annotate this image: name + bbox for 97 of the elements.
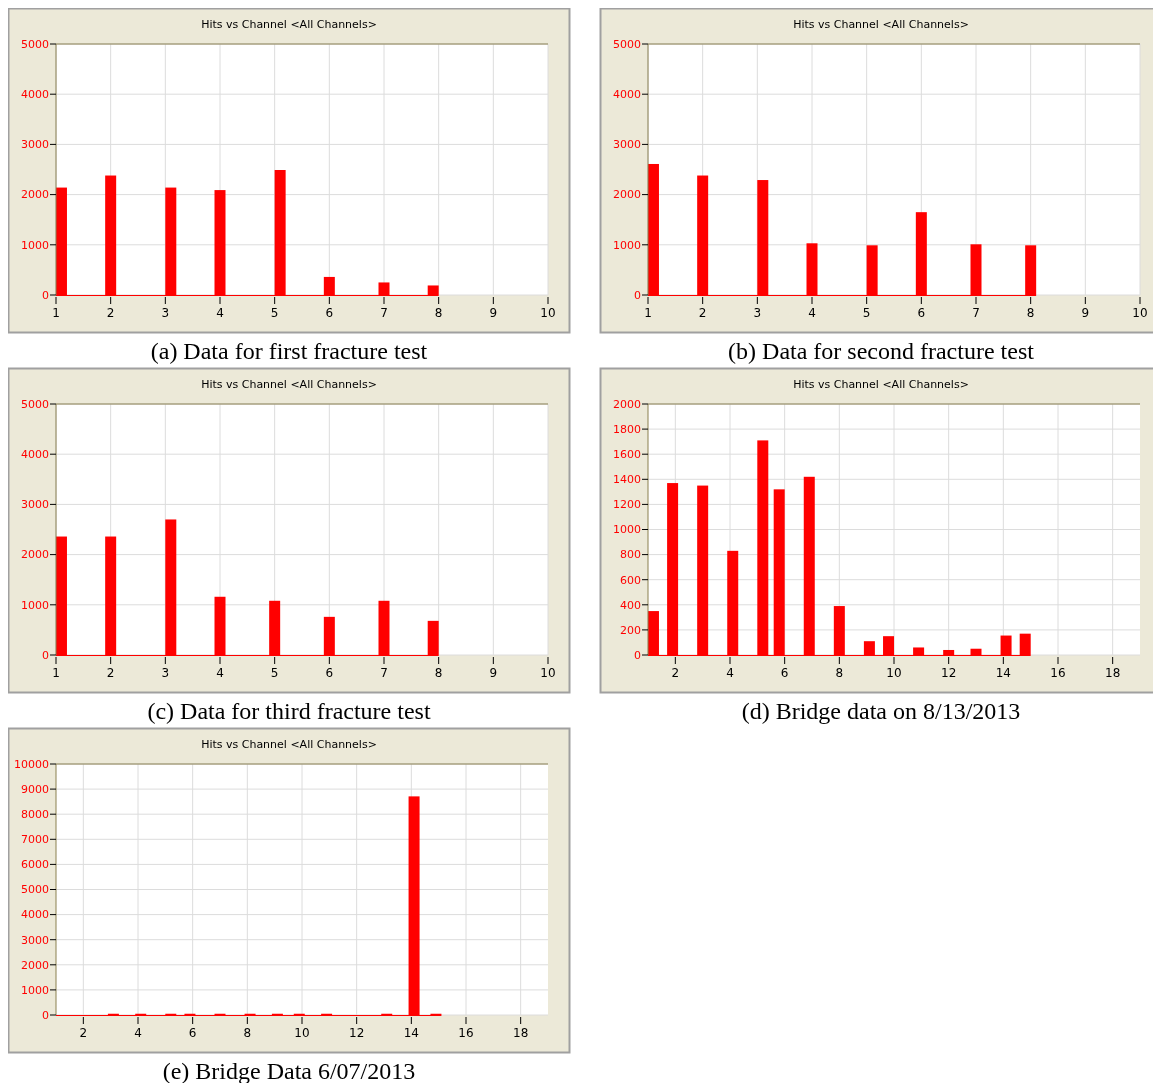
y-tick-label: 0 bbox=[634, 648, 641, 662]
y-tick-label: 1000 bbox=[21, 598, 49, 612]
y-tick-label: 5000 bbox=[613, 37, 641, 51]
chart-title: Hits vs Channel <All Channels> bbox=[793, 18, 969, 31]
x-tick-label: 12 bbox=[941, 666, 957, 680]
x-tick-label: 3 bbox=[161, 306, 170, 320]
x-tick-label: 2 bbox=[79, 1026, 88, 1040]
x-tick-label: 6 bbox=[325, 306, 334, 320]
y-tick-label: 1400 bbox=[613, 473, 641, 487]
x-tick-label: 8 bbox=[1026, 306, 1035, 320]
text: (c) Data for third fracture test bbox=[147, 698, 431, 724]
x-tick-label: 7 bbox=[972, 306, 980, 320]
y-tick-label: 3000 bbox=[21, 498, 49, 512]
y-tick-label: 600 bbox=[620, 573, 641, 587]
x-tick-label: 8 bbox=[243, 1026, 252, 1040]
x-tick-label: 8 bbox=[434, 306, 443, 320]
x-tick-label: 5 bbox=[270, 306, 279, 320]
x-tick-label: 6 bbox=[188, 1026, 197, 1040]
x-tick-label: 6 bbox=[780, 666, 789, 680]
x-tick-label: 4 bbox=[134, 1026, 142, 1040]
x-tick-label: 4 bbox=[216, 306, 224, 320]
y-tick-label: 2000 bbox=[613, 188, 641, 202]
y-tick-label: 1000 bbox=[613, 523, 641, 537]
chart-title: Hits vs Channel <All Channels> bbox=[201, 18, 377, 31]
text: (b) Data for second fracture test bbox=[728, 338, 1035, 364]
x-tick-label: 2 bbox=[698, 306, 707, 320]
x-tick-label: 8 bbox=[835, 666, 844, 680]
y-tick-label: 1000 bbox=[21, 983, 49, 997]
y-tick-label: 400 bbox=[620, 598, 641, 612]
y-tick-label: 1800 bbox=[613, 422, 641, 436]
text: (a) Data for first fracture test bbox=[150, 338, 428, 364]
x-tick-label: 18 bbox=[513, 1026, 529, 1040]
x-tick-label: 9 bbox=[489, 666, 498, 680]
x-tick-label: 6 bbox=[325, 666, 334, 680]
x-tick-label: 7 bbox=[380, 666, 388, 680]
x-tick-label: 2 bbox=[671, 666, 680, 680]
x-tick-label: 10 bbox=[294, 1026, 310, 1040]
y-tick-label: 0 bbox=[42, 288, 49, 302]
y-tick-label: 4000 bbox=[613, 88, 641, 102]
x-tick-label: 10 bbox=[540, 666, 556, 680]
x-tick-label: 16 bbox=[1050, 666, 1066, 680]
y-tick-label: 2000 bbox=[21, 548, 49, 562]
y-tick-label: 8000 bbox=[21, 808, 49, 822]
x-tick-label: 10 bbox=[540, 306, 556, 320]
y-tick-label: 5000 bbox=[21, 37, 49, 51]
x-tick-label: 10 bbox=[1132, 306, 1148, 320]
x-tick-label: 14 bbox=[403, 1026, 419, 1040]
x-tick-label: 7 bbox=[380, 306, 388, 320]
x-tick-label: 18 bbox=[1105, 666, 1121, 680]
y-tick-label: 7000 bbox=[21, 833, 49, 847]
y-tick-label: 5000 bbox=[21, 883, 49, 897]
y-tick-label: 4000 bbox=[21, 908, 49, 922]
y-tick-label: 5000 bbox=[21, 397, 49, 411]
y-tick-label: 1000 bbox=[613, 238, 641, 252]
chart-title: Hits vs Channel <All Channels> bbox=[201, 738, 377, 751]
x-tick-label: 4 bbox=[216, 666, 224, 680]
x-tick-label: 1 bbox=[52, 306, 60, 320]
x-tick-label: 3 bbox=[753, 306, 762, 320]
y-tick-label: 10000 bbox=[14, 757, 49, 771]
x-tick-label: 14 bbox=[995, 666, 1011, 680]
y-tick-label: 4000 bbox=[21, 448, 49, 462]
x-tick-label: 12 bbox=[349, 1026, 365, 1040]
x-tick-label: 9 bbox=[1081, 306, 1090, 320]
y-tick-label: 3000 bbox=[21, 138, 49, 152]
y-tick-label: 2000 bbox=[613, 397, 641, 411]
y-tick-label: 3000 bbox=[613, 138, 641, 152]
x-tick-label: 5 bbox=[862, 306, 871, 320]
y-tick-label: 2000 bbox=[21, 188, 49, 202]
y-tick-label: 1200 bbox=[613, 498, 641, 512]
y-tick-label: 0 bbox=[634, 288, 641, 302]
y-tick-label: 0 bbox=[42, 1008, 49, 1022]
x-tick-label: 1 bbox=[644, 306, 652, 320]
x-tick-label: 3 bbox=[161, 666, 170, 680]
x-tick-label: 4 bbox=[726, 666, 734, 680]
y-tick-label: 2000 bbox=[21, 958, 49, 972]
x-tick-label: 9 bbox=[489, 306, 498, 320]
y-tick-label: 0 bbox=[42, 648, 49, 662]
x-tick-label: 8 bbox=[434, 666, 443, 680]
y-tick-label: 200 bbox=[620, 623, 641, 637]
y-tick-label: 9000 bbox=[21, 782, 49, 796]
y-tick-label: 800 bbox=[620, 548, 641, 562]
x-tick-label: 6 bbox=[917, 306, 926, 320]
x-tick-label: 4 bbox=[808, 306, 816, 320]
text: (d) Bridge data on 8/13/2013 bbox=[741, 698, 1021, 724]
x-tick-label: 5 bbox=[270, 666, 279, 680]
x-tick-label: 16 bbox=[458, 1026, 474, 1040]
x-tick-label: 1 bbox=[52, 666, 60, 680]
x-tick-label: 10 bbox=[886, 666, 902, 680]
y-tick-label: 3000 bbox=[21, 933, 49, 947]
y-tick-label: 1000 bbox=[21, 238, 49, 252]
x-tick-label: 2 bbox=[106, 666, 115, 680]
x-tick-label: 2 bbox=[106, 306, 115, 320]
y-tick-label: 6000 bbox=[21, 858, 49, 872]
chart-title: Hits vs Channel <All Channels> bbox=[793, 378, 969, 391]
chart-title: Hits vs Channel <All Channels> bbox=[201, 378, 377, 391]
y-tick-label: 4000 bbox=[21, 88, 49, 102]
y-tick-label: 1600 bbox=[613, 448, 641, 462]
